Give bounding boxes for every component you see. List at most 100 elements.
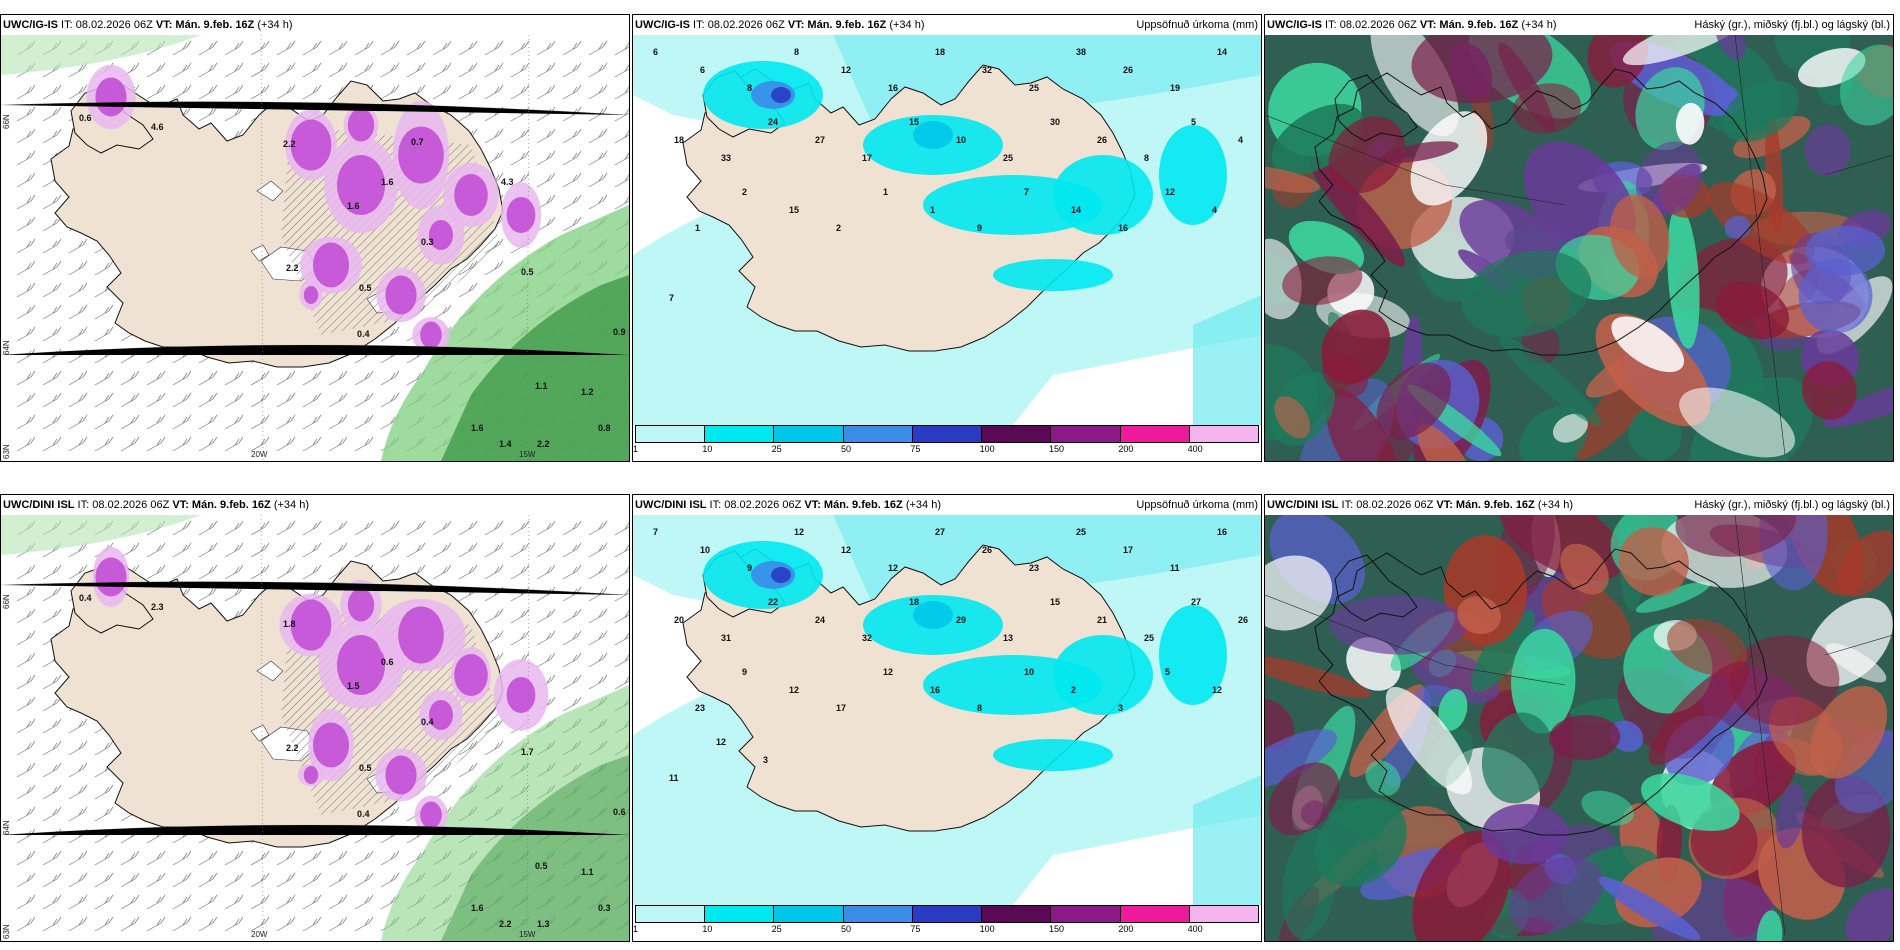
legend-swatch <box>1189 906 1258 922</box>
model-name: UWC/IG-IS <box>1267 19 1322 31</box>
precip-value: 18 <box>909 597 919 607</box>
legend-swatch <box>982 906 1052 922</box>
precip-map[interactable]: 6 6 8 8 12 16 18 32 25 38 26 19 14 18 33 24 27 17 15 10 25 30… <box>633 35 1261 425</box>
legend-tick: 150 <box>1049 924 1065 934</box>
snow-value: 0.3 <box>421 237 434 247</box>
precip-map[interactable]: 7 10 9 12 12 12 27 26 23 25 17 11 16 20 31 22 24 32 18 29 13… <box>633 515 1261 905</box>
precip-value: 6 <box>700 65 705 75</box>
legend-colorbar <box>635 905 1259 923</box>
legend-swatch <box>912 906 983 922</box>
precip-band-se <box>1193 775 1261 905</box>
precip-value: 8 <box>794 47 799 57</box>
cloud-title: Háský (gr.), miðský (fj.bl.) og lágský (… <box>1694 19 1890 31</box>
lon-label: 15W <box>519 930 536 939</box>
precip-band-se <box>1193 295 1261 425</box>
lon-label: 20W <box>251 450 268 459</box>
lead-time: (+34 h) <box>1534 499 1573 511</box>
init-time: IT: 08.02.2026 06Z <box>706 499 805 511</box>
legend-tick: 50 <box>841 924 852 934</box>
precip-value: 2 <box>742 187 747 197</box>
legend-swatch <box>1189 426 1258 442</box>
precip-value: 17 <box>862 153 872 163</box>
valid-time: VT: Mán. 9.feb. 16Z <box>1419 19 1519 31</box>
snow-map[interactable]: 0.4 2.3 1.8 1.5 0.5 2.2 0.4 1.1 0.6 0.3 1.6 2.2 1.3 0… <box>1 515 629 941</box>
precip-value: 18 <box>935 47 945 57</box>
precip-value: 27 <box>815 135 825 145</box>
panel-header: UWC/DINI ISL IT: 08.02.2026 06Z VT: Mán.… <box>633 495 1261 515</box>
precip-value: 11 <box>1170 563 1180 573</box>
iceland-coastline <box>1314 548 1768 836</box>
legend-tick: 150 <box>1049 444 1065 454</box>
model-name: UWC/DINI ISL <box>1267 499 1339 511</box>
precip-value: 8 <box>977 703 982 713</box>
cloud-map[interactable] <box>1265 35 1893 461</box>
precip-value: 14 <box>1217 47 1227 57</box>
precip-value: 17 <box>1123 545 1133 555</box>
precip-title: Uppsöfnuð úrkoma (mm) <box>1136 499 1258 511</box>
legend-swatch <box>774 426 844 442</box>
snow-map[interactable]: 0.6 4.6 2.2 1.6 0.5 2.2 0.4 1.2 0.9 0.8 1.6 1.4 2.2 1… <box>1 35 629 461</box>
lon-label: 20W <box>251 930 268 939</box>
valid-time: VT: Mán. 9.feb. 16Z <box>172 499 271 511</box>
legend-swatch <box>843 906 913 922</box>
precip-value: 15 <box>1050 597 1060 607</box>
legend-tick: 10 <box>702 924 713 934</box>
legend-ticks: 1 10 25 50 75 100 150 200 400 <box>633 924 1259 938</box>
cloud-map[interactable] <box>1265 515 1893 941</box>
legend-swatch <box>912 426 983 442</box>
snow-value: 1.6 <box>347 201 360 211</box>
snow-value: 0.7 <box>411 137 424 147</box>
legend-swatch <box>636 906 706 922</box>
precip-value: 32 <box>862 633 872 643</box>
precip-value: 22 <box>768 597 778 607</box>
wind-shading-nw <box>1 515 201 555</box>
panel-header: UWC/IG-IS IT: 08.02.2026 06Z VT: Mán. 9.… <box>1265 15 1893 35</box>
legend-tick: 400 <box>1187 444 1203 454</box>
precip-value: 1 <box>930 205 935 215</box>
lat-label: 66N <box>2 114 11 129</box>
snow-value: 1.7 <box>521 747 534 757</box>
precip-value: 24 <box>815 615 825 625</box>
precip-legend: 1 10 25 50 75 100 150 200 400 <box>633 905 1259 939</box>
precip-value: 27 <box>935 527 945 537</box>
precip-value: 26 <box>1097 135 1107 145</box>
snow-value: 0.3 <box>598 903 611 913</box>
wind-shading-nw <box>1 35 201 75</box>
snow-value: 0.5 <box>359 283 372 293</box>
snow-panel-dini: UWC/DINI ISL IT: 08.02.2026 06Z VT: Mán.… <box>0 494 630 942</box>
lead-time: (+34 h) <box>270 499 309 511</box>
precip-value: 23 <box>1029 563 1039 573</box>
precip-value: 3 <box>1118 703 1123 713</box>
legend-tick: 100 <box>979 924 995 934</box>
precip-value: 26 <box>1238 615 1248 625</box>
precip-value: 20 <box>674 615 684 625</box>
precip-value: 4 <box>1212 205 1217 215</box>
precip-value: 31 <box>721 633 731 643</box>
precip-value: 13 <box>1003 633 1013 643</box>
precip-value: 16 <box>888 83 898 93</box>
lat-label: 64N <box>2 820 11 835</box>
precip-value: 12 <box>883 667 893 677</box>
precip-value: 16 <box>930 685 940 695</box>
snowfall-shading <box>92 546 549 835</box>
snow-value: 1.6 <box>471 903 484 913</box>
snow-value: 0.4 <box>79 593 92 603</box>
cloud-layers <box>1265 35 1893 461</box>
legend-ticks: 1 10 25 50 75 100 150 200 400 <box>633 444 1259 458</box>
valid-time: VT: Mán. 9.feb. 16Z <box>1436 499 1535 511</box>
precip-value: 25 <box>1076 527 1086 537</box>
legend-tick: 200 <box>1118 444 1134 454</box>
precip-shading <box>703 541 1227 771</box>
snow-value: 0.6 <box>613 807 626 817</box>
snow-value: 0.8 <box>598 423 611 433</box>
precip-value: 25 <box>1144 633 1154 643</box>
lat-label: 63N <box>2 444 11 459</box>
legend-tick: 25 <box>771 444 782 454</box>
precip-value: 12 <box>1165 187 1175 197</box>
legend-swatch <box>1120 426 1190 442</box>
lat-label: 66N <box>2 594 11 609</box>
precip-value: 32 <box>982 65 992 75</box>
snow-value: 1.4 <box>499 439 512 449</box>
precip-value: 7 <box>1024 187 1029 197</box>
snow-value: 0.4 <box>421 717 434 727</box>
